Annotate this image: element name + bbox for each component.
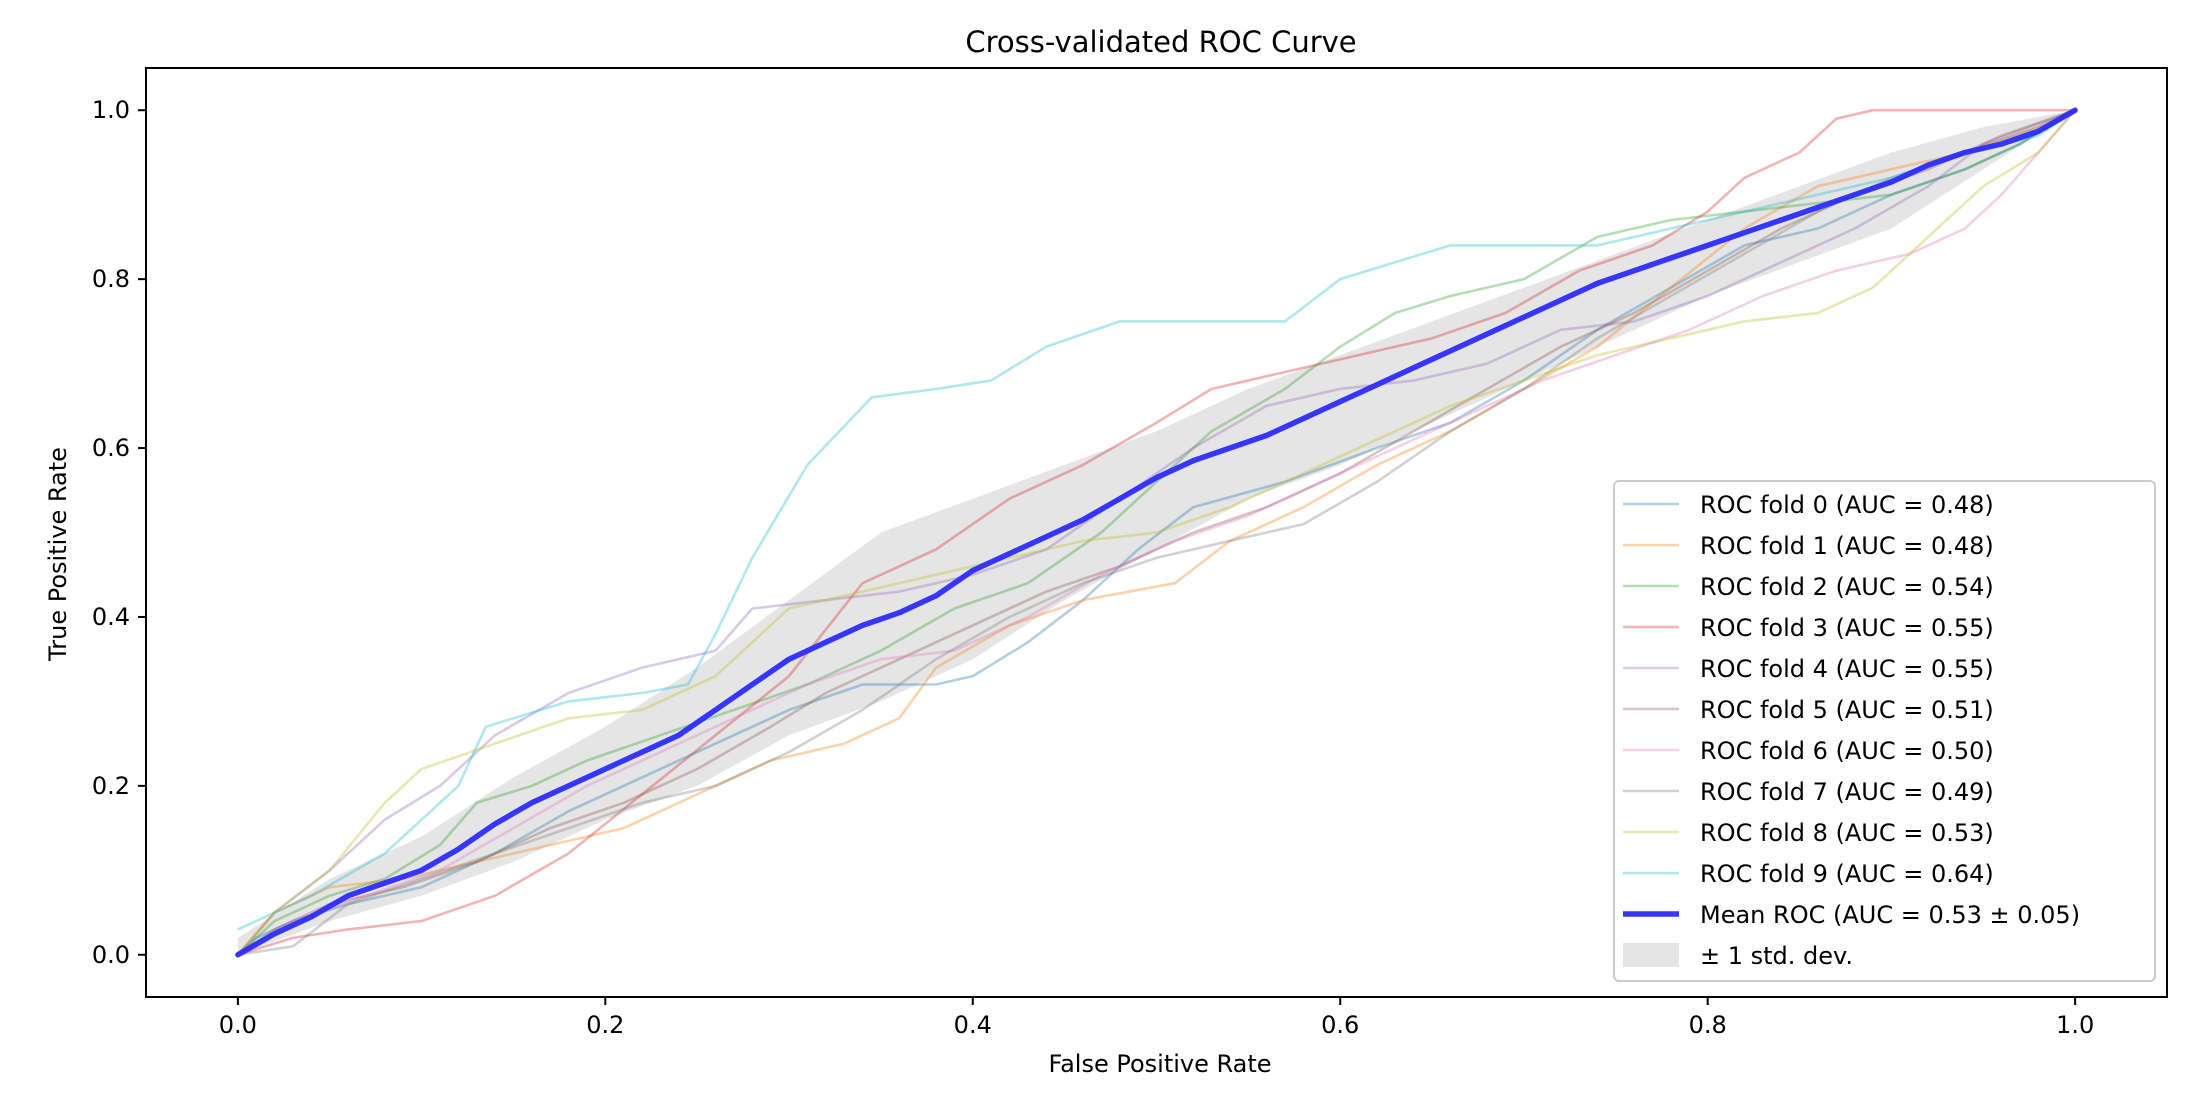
y-tick-label-1: 0.2 xyxy=(92,772,130,800)
x-axis-label: False Positive Rate xyxy=(1048,1050,1271,1078)
y-tick-label-5: 1.0 xyxy=(92,96,130,124)
plot-content xyxy=(235,107,2078,958)
legend-handle-band xyxy=(1623,943,1679,967)
x-tick-label-4: 0.8 xyxy=(1689,1011,1727,1039)
x-tick-label-5: 1.0 xyxy=(2056,1011,2094,1039)
legend-label-fold-6: ROC fold 6 (AUC = 0.50) xyxy=(1700,737,1994,765)
roc-fold-8-line xyxy=(236,109,2077,956)
x-tick-label-3: 0.6 xyxy=(1321,1011,1359,1039)
legend-label-fold-7: ROC fold 7 (AUC = 0.49) xyxy=(1700,778,1994,806)
std-band xyxy=(237,110,2076,955)
legend-label-band: ± 1 std. dev. xyxy=(1700,942,1853,970)
plot-frame xyxy=(145,67,2168,998)
legend-label-fold-3: ROC fold 3 (AUC = 0.55) xyxy=(1700,614,1994,642)
legend-label-fold-5: ROC fold 5 (AUC = 0.51) xyxy=(1700,696,1994,724)
legend-box xyxy=(1613,480,2156,982)
roc-fold-4-line xyxy=(236,108,2076,956)
roc-fold-2-line xyxy=(237,109,2076,956)
y-tick-label-3: 0.6 xyxy=(92,434,130,462)
roc-fold-5-line xyxy=(237,108,2076,956)
legend-label-fold-2: ROC fold 2 (AUC = 0.54) xyxy=(1700,573,1994,601)
roc-fold-3-line xyxy=(237,108,2076,957)
axes: 0.0 0.2 0.4 0.6 0.8 1.0 0.0 0.2 0.4 0.6 0.8 1.0 xyxy=(92,67,2168,1039)
x-tick-label-1: 0.2 xyxy=(586,1011,624,1039)
plot-area xyxy=(235,107,2078,958)
y-tick-label-0: 0.0 xyxy=(92,941,130,969)
y-tick-label-2: 0.4 xyxy=(92,603,130,631)
mean-roc-line xyxy=(235,107,2078,958)
legend-label-fold-0: ROC fold 0 (AUC = 0.48) xyxy=(1700,491,1994,519)
roc-fold-0-line xyxy=(237,109,2076,956)
roc-fold-1-line xyxy=(236,109,2076,956)
roc-fold-6-line xyxy=(237,109,2077,956)
roc-fold-7-line xyxy=(237,109,2076,957)
legend: ROC fold 0 (AUC = 0.48) ROC fold 1 (AUC =… xyxy=(1613,480,2156,982)
legend-label-fold-4: ROC fold 4 (AUC = 0.55) xyxy=(1700,655,1994,683)
legend-label-fold-1: ROC fold 1 (AUC = 0.48) xyxy=(1700,532,1994,560)
legend-label-fold-8: ROC fold 8 (AUC = 0.53) xyxy=(1700,819,1994,847)
roc-fold-9-line xyxy=(237,109,2076,931)
y-axis-label: True Positive Rate xyxy=(44,447,72,662)
legend-label-fold-9: ROC fold 9 (AUC = 0.64) xyxy=(1700,860,1994,888)
legend-label-mean: Mean ROC (AUC = 0.53 ± 0.05) xyxy=(1700,901,2080,929)
chart-title: Cross-validated ROC Curve xyxy=(965,25,1356,59)
y-tick-label-4: 0.8 xyxy=(92,265,130,293)
x-tick-label-2: 0.4 xyxy=(954,1011,992,1039)
x-tick-label-0: 0.0 xyxy=(219,1011,257,1039)
